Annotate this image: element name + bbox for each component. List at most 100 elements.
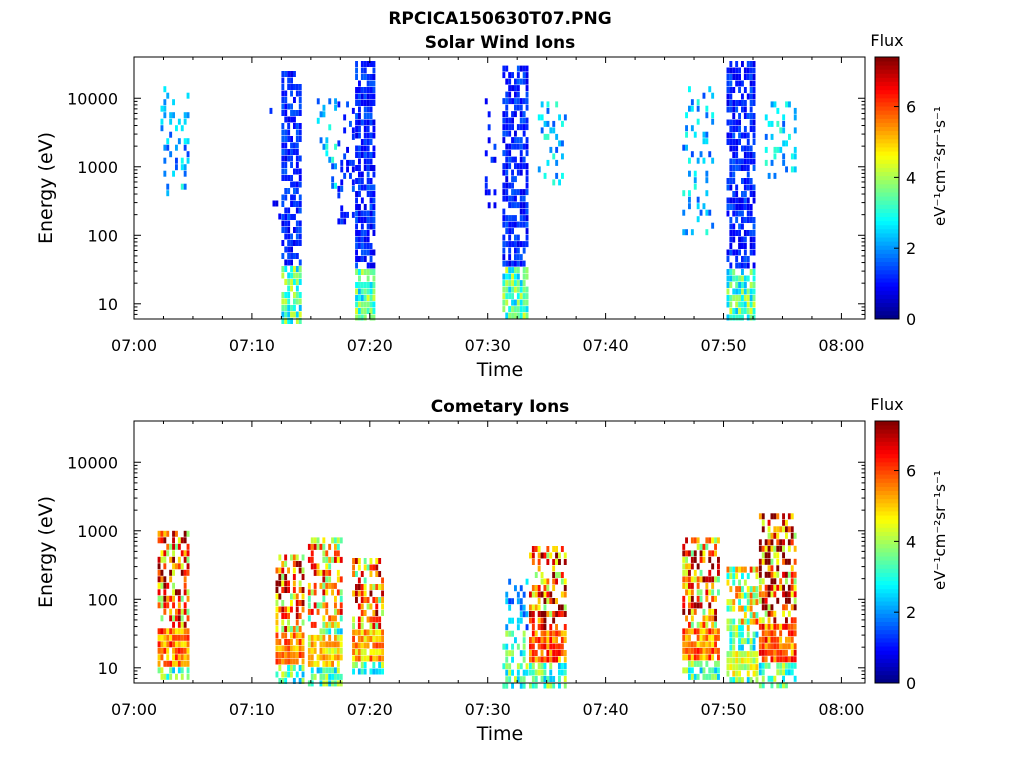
flux-cell [511,182,514,189]
flux-cell [298,567,302,574]
flux-cell [511,260,514,267]
flux-cell [752,644,756,651]
flux-cell [746,599,750,606]
flux-cell [290,162,293,168]
flux-cell [351,166,355,173]
flux-cell [301,587,305,593]
flux-cell [543,585,547,591]
flux-cell [729,275,733,282]
flux-cell [705,576,709,583]
flux-cell [767,552,771,559]
flux-cell [558,676,561,682]
flux-cell [355,119,358,126]
flux-cell [163,550,167,557]
flux-cell [738,301,741,308]
flux-cell [366,139,370,145]
flux-cell [705,112,709,119]
flux-cell [519,598,523,605]
flux-cell [287,305,291,311]
flux-cell [741,625,744,632]
flux-cell [770,120,774,127]
flux-cell [519,98,523,105]
flux-cell [758,617,762,624]
flux-cell [369,184,373,191]
flux-cell [163,144,167,151]
flux-cell [705,654,709,661]
flux-cell [287,665,290,671]
flux-cell [522,260,526,267]
flux-cell [785,604,788,611]
colorbar-tick-label: 0 [906,674,916,693]
flux-cell [363,145,367,152]
flux-cell [735,67,739,74]
flux-cell [743,74,747,80]
flux-cell [717,667,720,674]
flux-cell [375,564,379,571]
flux-cell [295,285,299,292]
flux-cell [290,181,293,188]
flux-cell [696,602,700,609]
flux-cell [316,602,320,609]
flux-cell [755,664,759,671]
flux-cell [514,156,517,163]
flux-cell [166,660,170,667]
flux-cell [705,647,709,654]
flux-cell [336,550,340,557]
x-axis-label-cometary: Time [476,723,524,745]
flux-cell [331,667,334,674]
colorbar-segment [875,233,899,238]
flux-cell [749,664,753,671]
flux-cell [767,532,771,539]
flux-cell [363,649,367,655]
flux-cell [685,569,688,576]
flux-cell [732,269,736,275]
flux-cell [372,623,376,629]
flux-cell [163,170,167,177]
flux-cell [696,105,700,112]
flux-cell [508,156,512,163]
flux-cell [534,637,538,643]
flux-cell [295,201,299,207]
flux-cell [284,658,288,665]
flux-cell [782,127,786,134]
flux-cell [508,91,512,98]
flux-cell [682,647,686,654]
flux-cell [281,561,285,567]
flux-cell [749,184,753,191]
flux-cell [743,204,747,210]
flux-cell [738,204,741,210]
flux-cell [313,673,317,680]
flux-cell [511,124,514,131]
flux-cell [358,314,361,321]
flux-cell [519,241,523,248]
flux-cell [358,184,361,191]
flux-cell [177,647,181,654]
flux-cell [741,132,744,139]
flux-cell [752,592,756,599]
flux-cell [372,74,376,80]
flux-cell [529,637,532,643]
flux-cell [688,634,691,641]
flux-cell [183,582,187,589]
flux-cell [514,299,517,306]
flux-cell [363,314,367,321]
flux-cell [508,312,512,319]
flux-cell [726,625,730,632]
flux-cell [685,125,688,132]
flux-cell [519,208,523,215]
flux-cell [738,579,741,586]
flux-cell [381,662,384,668]
flux-cell [746,651,750,658]
flux-cell [369,61,373,67]
flux-cell [502,241,506,248]
flux-cell [525,299,529,306]
flux-cell [746,308,750,314]
flux-cell [295,233,299,240]
flux-cell [310,556,314,563]
flux-cell [278,567,282,574]
colorbar-segment [875,449,899,455]
flux-cell [366,184,370,191]
flux-cell [287,639,290,645]
flux-cell [563,663,567,669]
